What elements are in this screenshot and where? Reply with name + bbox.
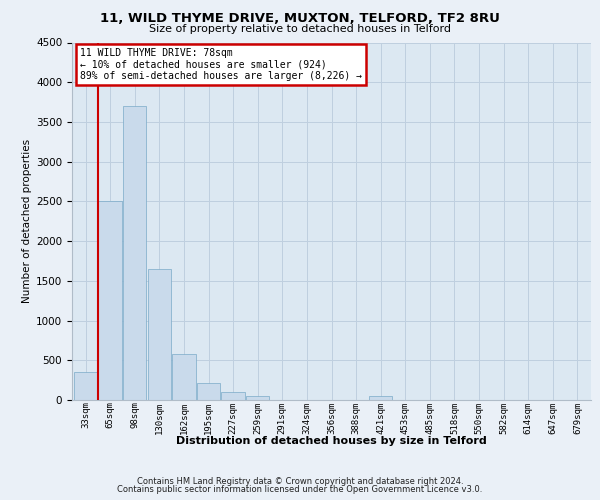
X-axis label: Distribution of detached houses by size in Telford: Distribution of detached houses by size … bbox=[176, 436, 487, 446]
Text: 11, WILD THYME DRIVE, MUXTON, TELFORD, TF2 8RU: 11, WILD THYME DRIVE, MUXTON, TELFORD, T… bbox=[100, 12, 500, 26]
Bar bbox=[246, 396, 269, 400]
Y-axis label: Number of detached properties: Number of detached properties bbox=[22, 139, 32, 304]
Bar bbox=[123, 106, 146, 400]
Bar bbox=[148, 269, 171, 400]
Bar bbox=[74, 372, 97, 400]
Text: Contains public sector information licensed under the Open Government Licence v3: Contains public sector information licen… bbox=[118, 485, 482, 494]
Text: Size of property relative to detached houses in Telford: Size of property relative to detached ho… bbox=[149, 24, 451, 34]
Text: 11 WILD THYME DRIVE: 78sqm
← 10% of detached houses are smaller (924)
89% of sem: 11 WILD THYME DRIVE: 78sqm ← 10% of deta… bbox=[80, 48, 362, 81]
Bar bbox=[172, 354, 196, 400]
Bar bbox=[98, 202, 122, 400]
Text: Contains HM Land Registry data © Crown copyright and database right 2024.: Contains HM Land Registry data © Crown c… bbox=[137, 477, 463, 486]
Bar bbox=[197, 382, 220, 400]
Bar bbox=[221, 392, 245, 400]
Bar bbox=[369, 396, 392, 400]
